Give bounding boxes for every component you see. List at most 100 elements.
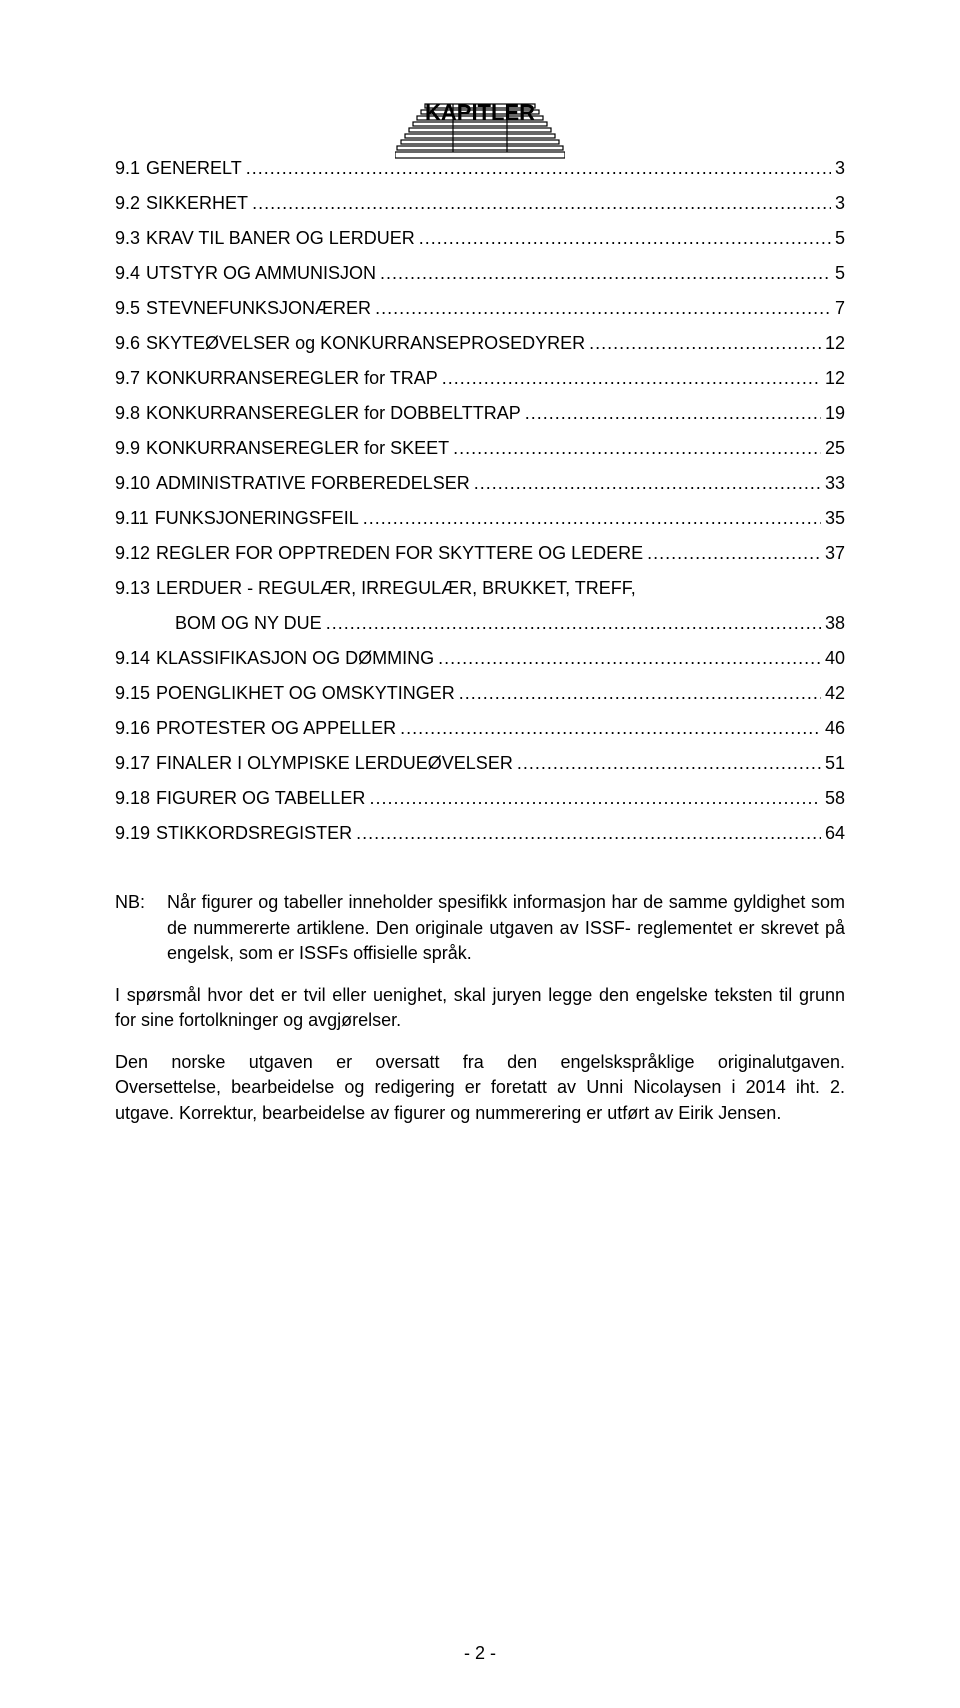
toc-page: 38	[825, 613, 845, 634]
toc-page: 19	[825, 403, 845, 424]
toc-leader	[380, 263, 831, 284]
toc-number: 9.13	[115, 578, 150, 599]
toc-leader	[252, 193, 831, 214]
toc-number: 9.5	[115, 298, 140, 319]
toc-leader	[375, 298, 831, 319]
toc-label: UTSTYR OG AMMUNISJON	[146, 263, 376, 284]
toc-entry: 9.11 FUNKSJONERINGSFEIL 35	[115, 508, 845, 529]
toc-number: 9.15	[115, 683, 150, 704]
toc-leader	[356, 823, 821, 844]
toc-label: LERDUER - REGULÆR, IRREGULÆR, BRUKKET, T…	[156, 578, 636, 599]
toc-leader	[459, 683, 821, 704]
toc-label: STEVNEFUNKSJONÆRER	[146, 298, 371, 319]
header-logo	[395, 100, 565, 160]
toc-page: 33	[825, 473, 845, 494]
toc-label: STIKKORDSREGISTER	[156, 823, 352, 844]
toc-label: SKYTEØVELSER og KONKURRANSEPROSEDYRER	[146, 333, 585, 354]
toc-entry: 9.13 LERDUER - REGULÆR, IRREGULÆR, BRUKKE…	[115, 578, 845, 599]
toc-number: 9.2	[115, 193, 140, 214]
toc-label: FIGURER OG TABELLER	[156, 788, 365, 809]
toc-page: 7	[835, 298, 845, 319]
body-text-section: NB: Når figurer og tabeller inneholder s…	[115, 890, 845, 1126]
toc-entry: 9.19 STIKKORDSREGISTER 64	[115, 823, 845, 844]
toc-number: 9.11	[115, 508, 149, 529]
toc-page: 5	[835, 263, 845, 284]
toc-label: KLASSIFIKASJON OG DØMMING	[156, 648, 434, 669]
toc-leader	[474, 473, 821, 494]
toc-entry: 9.3 KRAV TIL BANER OG LERDUER 5	[115, 228, 845, 249]
toc-label: SIKKERHET	[146, 193, 248, 214]
note-paragraph: NB: Når figurer og tabeller inneholder s…	[115, 890, 845, 967]
toc-entry: 9.14 KLASSIFIKASJON OG DØMMING 40	[115, 648, 845, 669]
toc-page: 58	[825, 788, 845, 809]
toc-label: KONKURRANSEREGLER for SKEET	[146, 438, 449, 459]
page-container: KAPITLER 9.1GENERELT39.2SIKKERHET39.3KRA…	[0, 100, 960, 1126]
note-label: NB:	[115, 890, 167, 967]
toc-leader	[647, 543, 821, 564]
toc-label: POENGLIKHET OG OMSKYTINGER	[156, 683, 455, 704]
toc-page: 42	[825, 683, 845, 704]
toc-page: 40	[825, 648, 845, 669]
toc-entry: 9.16 PROTESTER OG APPELLER 46	[115, 718, 845, 739]
toc-number: 9.3	[115, 228, 140, 249]
toc-entry: 9.15 POENGLIKHET OG OMSKYTINGER 42	[115, 683, 845, 704]
toc-label: REGLER FOR OPPTREDEN FOR SKYTTERE OG LED…	[156, 543, 643, 564]
toc-page: 3	[835, 158, 845, 179]
toc-page: 37	[825, 543, 845, 564]
toc-number: 9.1	[115, 158, 140, 179]
page-number: - 2 -	[0, 1643, 960, 1664]
toc-entry: 9.5 STEVNEFUNKSJONÆRER 7	[115, 298, 845, 319]
podium-icon	[395, 100, 565, 160]
paragraph-2: I spørsmål hvor det er tvil eller uenigh…	[115, 983, 845, 1034]
toc-leader	[517, 753, 821, 774]
toc-leader	[400, 718, 821, 739]
paragraph-3: Den norske utgaven er oversatt fra den e…	[115, 1050, 845, 1127]
toc-leader	[589, 333, 821, 354]
toc-label: BOM OG NY DUE	[175, 613, 322, 634]
toc-page: 3	[835, 193, 845, 214]
toc-label: KONKURRANSEREGLER for TRAP	[146, 368, 438, 389]
toc-number: 9.18	[115, 788, 150, 809]
toc-leader	[363, 508, 821, 529]
toc-number: 9.8	[115, 403, 140, 424]
toc-label: ADMINISTRATIVE FORBEREDELSER	[156, 473, 470, 494]
toc-entry: 9.10 ADMINISTRATIVE FORBEREDELSER 33	[115, 473, 845, 494]
toc-number: 9.19	[115, 823, 150, 844]
toc-number: 9.16	[115, 718, 150, 739]
toc-leader	[419, 228, 831, 249]
note-body: Når figurer og tabeller inneholder spesi…	[167, 890, 845, 967]
toc-page: 12	[825, 368, 845, 389]
toc-leader	[453, 438, 821, 459]
toc-label: FUNKSJONERINGSFEIL	[155, 508, 359, 529]
table-of-contents: 9.1 GENERELT 3 9.2 SIKKERHET 3 9.3 KRAV TIL BAN…	[115, 158, 845, 844]
toc-entry: 9.7KONKURRANSEREGLER for TRAP12	[115, 368, 845, 389]
toc-number: 9.17	[115, 753, 150, 774]
paragraph-3-line1: Den norske utgaven er oversatt fra den e…	[115, 1050, 845, 1076]
toc-leader	[438, 648, 821, 669]
toc-entry: 9.12REGLER FOR OPPTREDEN FOR SKYTTERE OG…	[115, 543, 845, 564]
toc-label: GENERELT	[146, 158, 242, 179]
toc-page: 64	[825, 823, 845, 844]
toc-page: 46	[825, 718, 845, 739]
toc-label: PROTESTER OG APPELLER	[156, 718, 396, 739]
toc-page: 5	[835, 228, 845, 249]
toc-number: 9.10	[115, 473, 150, 494]
toc-entry: 9.9 KONKURRANSEREGLER for SKEET 25	[115, 438, 845, 459]
toc-number: 9.14	[115, 648, 150, 669]
toc-entry: 9.1 GENERELT 3	[115, 158, 845, 179]
toc-leader	[326, 613, 821, 634]
toc-leader	[525, 403, 821, 424]
toc-entry: 9.18 FIGURER OG TABELLER 58	[115, 788, 845, 809]
toc-page: 25	[825, 438, 845, 459]
toc-leader	[246, 158, 831, 179]
toc-entry: 9.2 SIKKERHET 3	[115, 193, 845, 214]
toc-entry: BOM OG NY DUE 38	[115, 613, 845, 634]
toc-entry: 9.6SKYTEØVELSER og KONKURRANSEPROSEDYRER…	[115, 333, 845, 354]
toc-label: KRAV TIL BANER OG LERDUER	[146, 228, 415, 249]
toc-number: 9.4	[115, 263, 140, 284]
toc-number: 9.9	[115, 438, 140, 459]
toc-page: 35	[825, 508, 845, 529]
toc-page: 12	[825, 333, 845, 354]
toc-entry: 9.17FINALER I OLYMPISKE LERDUEØVELSER51	[115, 753, 845, 774]
paragraph-3-rest: Oversettelse, bearbeidelse og redigering…	[115, 1075, 845, 1126]
